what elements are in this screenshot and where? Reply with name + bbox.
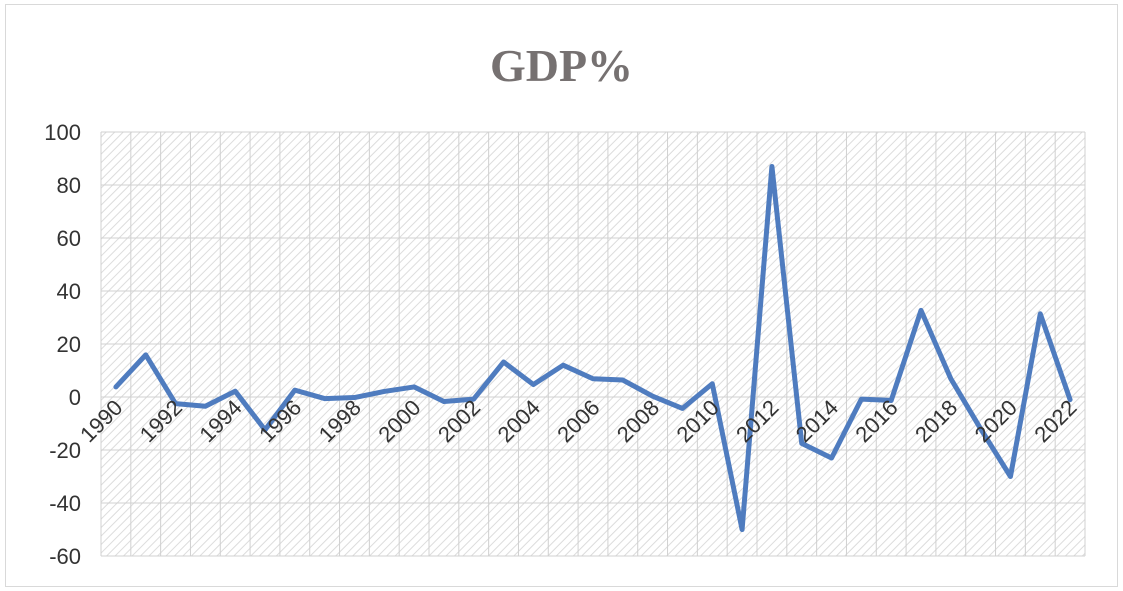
y-tick-label: 20 — [57, 332, 81, 357]
chart-title: GDP% — [489, 40, 634, 91]
y-tick-label: -20 — [49, 438, 81, 463]
chart-frame — [5, 4, 1118, 587]
y-axis-tick-labels: -60 -40 -20 0 20 40 60 80 100 — [44, 120, 81, 569]
series-line — [113, 163, 1073, 532]
y-tick-label: 80 — [57, 173, 81, 198]
y-tick-label: -60 — [49, 544, 81, 569]
y-tick-label: -40 — [49, 491, 81, 516]
y-tick-label: 100 — [44, 120, 81, 145]
series-layer — [113, 163, 1073, 532]
y-tick-label: 60 — [57, 226, 81, 251]
y-tick-label: 40 — [57, 279, 81, 304]
y-tick-label: 0 — [69, 385, 81, 410]
